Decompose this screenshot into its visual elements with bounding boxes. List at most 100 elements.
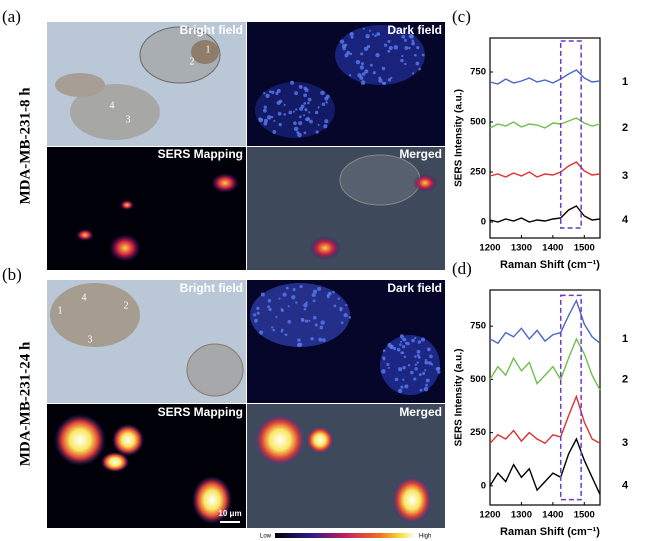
cell-label: 3 [126, 114, 131, 125]
speckle [263, 122, 267, 126]
spectrum-line [490, 206, 600, 222]
speckle [284, 104, 286, 106]
speckle [389, 46, 393, 50]
speckle [384, 43, 387, 46]
image-label: Dark field [387, 23, 442, 37]
cell-label: 2 [190, 56, 195, 67]
speckle [381, 369, 386, 374]
hotspot [101, 452, 129, 472]
cell-label: 1 [58, 305, 63, 316]
series-label: 4 [622, 480, 629, 492]
speckle [313, 289, 317, 293]
speckle [297, 133, 302, 138]
speckle [267, 115, 271, 119]
speckle [422, 54, 425, 57]
x-axis-label: Raman Shift (cm⁻¹) [500, 259, 600, 271]
panel-label: (a) [2, 7, 21, 26]
spectrum-line [490, 396, 600, 443]
y-tick-label: 0 [481, 480, 486, 491]
speckle [288, 111, 292, 115]
speckle [318, 106, 320, 108]
speckle [303, 102, 306, 105]
speckle [402, 366, 405, 369]
speckle [317, 124, 319, 126]
speckle [404, 46, 408, 50]
spectrum-line [490, 439, 600, 494]
speckle [418, 340, 422, 344]
speckle [297, 338, 300, 341]
speckle [308, 98, 312, 102]
hotspot [211, 173, 239, 193]
speckle [414, 54, 417, 57]
speckle [339, 309, 342, 312]
speckle [388, 40, 391, 43]
speckle [287, 320, 291, 324]
hotspot [309, 236, 341, 260]
cell-shape [250, 283, 350, 347]
speckle [294, 91, 298, 95]
speckle [402, 379, 404, 381]
scale-bar-label: 10 μm [218, 509, 241, 518]
cell-label: 3 [88, 334, 93, 345]
x-tick-label: 1200 [479, 510, 500, 521]
y-tick-label: 250 [470, 427, 486, 438]
speckle [268, 308, 271, 311]
cell-shape [187, 344, 243, 396]
speckle [408, 47, 410, 49]
speckle [345, 44, 348, 47]
spectrum-line [490, 70, 600, 84]
speckle [424, 387, 429, 392]
image-label: SERS Mapping [158, 405, 243, 419]
speckle [349, 74, 351, 76]
speckle [293, 111, 295, 113]
speckle [340, 39, 344, 43]
speckle [400, 334, 404, 338]
image-label: SERS Mapping [158, 147, 243, 161]
speckle [259, 331, 263, 335]
speckle [323, 124, 327, 128]
speckle [414, 337, 416, 339]
speckle [308, 320, 310, 322]
speckle [315, 111, 318, 114]
speckle [263, 109, 267, 113]
speckle [416, 46, 419, 49]
speckle [420, 389, 423, 392]
speckle [427, 347, 431, 351]
speckle [424, 361, 428, 365]
cell-label: 4 [110, 100, 115, 111]
speckle [303, 303, 307, 307]
highlight-box [561, 41, 581, 228]
panel-label: (d) [452, 259, 472, 278]
speckle [299, 285, 302, 288]
series-label: 2 [622, 373, 628, 385]
speckle [324, 119, 328, 123]
speckle [295, 301, 297, 303]
speckle [411, 339, 415, 343]
speckle [421, 337, 425, 341]
x-tick-label: 1300 [511, 510, 532, 521]
image-label: Bright field [180, 23, 243, 37]
series-label: 1 [622, 333, 628, 345]
hotspot [392, 476, 432, 524]
speckle [397, 348, 401, 352]
speckle [404, 39, 407, 42]
speckle [313, 316, 317, 320]
speckle [305, 88, 309, 92]
speckle [425, 384, 428, 387]
speckle [374, 34, 377, 37]
speckle [299, 116, 302, 119]
sample-label: MDA-MB-231-24 h [17, 341, 33, 466]
speckle [399, 343, 402, 346]
speckle [281, 308, 284, 311]
speckle [277, 89, 281, 93]
speckle [360, 52, 363, 55]
speckle [303, 114, 305, 116]
speckle [382, 82, 385, 85]
x-tick-label: 1200 [479, 243, 500, 254]
y-axis-label: SERS Intensity (a.u.) [454, 89, 465, 187]
y-axis-label: SERS Intensity (a.u.) [454, 349, 465, 447]
speckle [319, 326, 323, 330]
speckle [412, 72, 414, 74]
speckle [357, 73, 361, 77]
speckle [437, 371, 440, 374]
